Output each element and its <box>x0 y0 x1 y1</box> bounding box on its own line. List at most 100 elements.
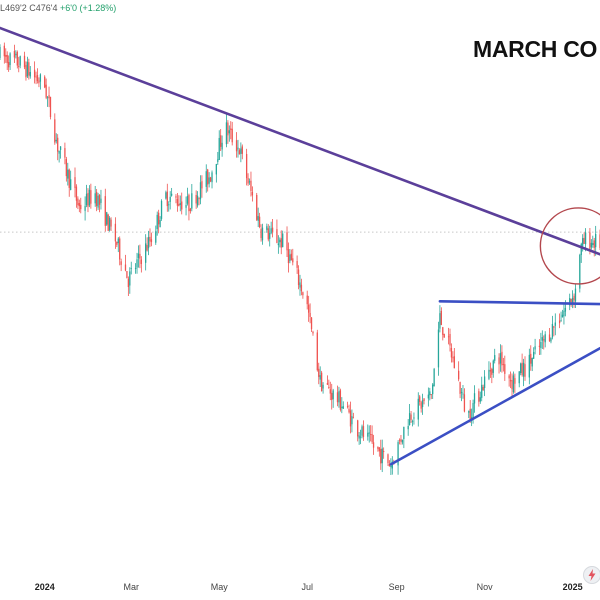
candle-body <box>437 329 440 368</box>
candle-body <box>521 362 523 376</box>
candle-body <box>100 198 102 203</box>
candle-body <box>155 231 157 243</box>
candle-body <box>65 158 67 177</box>
candle-body <box>277 243 280 246</box>
candle-body <box>54 119 56 143</box>
candle-body <box>8 62 10 68</box>
candle-body <box>218 137 220 160</box>
candle-body <box>472 403 474 419</box>
candle-body <box>584 232 587 245</box>
candle-body <box>499 353 502 364</box>
candle-body <box>276 229 278 243</box>
candle-body <box>432 384 434 395</box>
candle-body <box>38 80 40 84</box>
candle-body <box>231 128 233 143</box>
candle-body <box>181 201 183 210</box>
candle-body <box>341 406 343 408</box>
x-tick-label: Sep <box>388 582 405 592</box>
candle-body <box>309 312 311 317</box>
candle-body <box>430 394 432 395</box>
candle-body <box>55 139 57 142</box>
candle-body <box>290 253 292 261</box>
candle-body <box>13 51 16 58</box>
candle-body <box>329 389 331 394</box>
candle-body <box>342 406 344 409</box>
candle-body <box>443 333 445 338</box>
candle-body <box>459 382 461 394</box>
candle-body <box>571 297 574 303</box>
candle-body <box>447 336 450 338</box>
candle-body <box>511 380 513 390</box>
candle-body <box>165 192 167 199</box>
candle-body <box>198 198 200 200</box>
candle-body <box>29 71 31 77</box>
candle-body <box>592 243 594 246</box>
candle-body <box>531 357 533 367</box>
candle-body <box>530 353 532 364</box>
candle-body <box>421 400 424 408</box>
candle-body <box>388 463 391 467</box>
candle-body <box>98 194 101 205</box>
candle-body <box>574 288 577 302</box>
candle-body <box>554 322 556 326</box>
candle-body <box>563 310 565 317</box>
candle-body <box>372 442 375 448</box>
candle-body <box>23 55 26 68</box>
candle-body <box>564 307 567 312</box>
candle-body <box>501 351 503 366</box>
candle-body <box>589 232 591 251</box>
candle-body <box>320 372 323 392</box>
x-tick-label: 2025 <box>562 582 583 592</box>
rising-support-line <box>389 346 600 466</box>
candle-body <box>267 228 269 240</box>
candle-body <box>580 243 582 256</box>
candle-body <box>185 204 187 208</box>
candle-body <box>483 376 486 389</box>
candle-body <box>16 51 18 66</box>
candle-body <box>377 446 379 449</box>
ohlc-readout: L469'2 C476'4 +6'0 (+1.28%) <box>0 3 116 13</box>
candle-body <box>127 278 130 288</box>
candle-body <box>349 410 352 427</box>
candle-body <box>460 391 463 393</box>
candle-body <box>156 214 158 230</box>
candle-body <box>26 61 29 77</box>
candle-body <box>270 228 272 234</box>
candle-body <box>211 172 213 183</box>
candle-body <box>336 392 339 403</box>
candle-body <box>378 447 380 452</box>
ohlc-close: C476'4 <box>29 3 58 13</box>
candle-body <box>553 326 555 328</box>
candle-body <box>195 194 197 204</box>
candle-body <box>593 240 595 248</box>
candle-body <box>245 154 248 179</box>
candle-body <box>221 142 223 150</box>
candle-body <box>287 249 290 264</box>
candle-body <box>458 370 460 380</box>
candle-body <box>494 355 496 361</box>
candle-body <box>45 84 47 98</box>
candle-body <box>119 238 121 260</box>
candle-body <box>208 177 210 184</box>
candle-body <box>215 163 217 175</box>
candle-body <box>9 53 11 66</box>
breakout-highlight-circle <box>539 207 600 285</box>
candle-body <box>528 354 530 378</box>
candle-body <box>398 439 401 441</box>
candle-body <box>179 203 181 205</box>
lightning-bolt-icon <box>583 566 600 584</box>
candle-body <box>49 96 52 117</box>
candle-body <box>338 391 340 403</box>
candle-body <box>250 180 252 191</box>
candle-body <box>94 193 96 204</box>
candle-body <box>450 347 453 358</box>
candle-body <box>261 227 264 241</box>
x-tick-label: Mar <box>123 582 140 592</box>
candle-body <box>410 414 412 420</box>
candle-body <box>225 122 228 145</box>
candle-body <box>48 95 50 99</box>
horizontal-resistance-line <box>438 299 600 306</box>
candle-body <box>297 269 300 286</box>
candle-body <box>57 137 59 152</box>
